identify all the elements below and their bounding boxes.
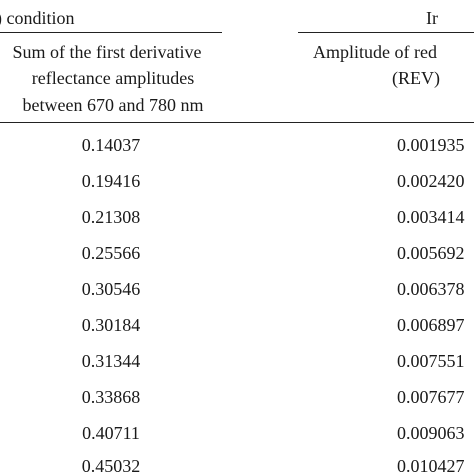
row-9-col1: 0.40711 [82, 423, 140, 443]
row-1-col2: 0.001935 [397, 135, 465, 155]
row-8-col2: 0.007677 [397, 387, 465, 407]
row-9-col2: 0.009063 [397, 423, 465, 443]
col1-header-line-3: between 670 and 780 nm [22, 95, 204, 115]
row-7-col1: 0.31344 [81, 351, 141, 371]
col2-header-line-1: Amplitude of red [313, 42, 437, 62]
row-2-col1: 0.19416 [81, 171, 141, 191]
row-10-col1: 0.45032 [81, 456, 141, 476]
row-6-col2: 0.006897 [397, 315, 465, 335]
group-rule-right [298, 32, 474, 33]
left-group-label: ) condition [0, 8, 75, 28]
row-5-col2: 0.006378 [397, 279, 465, 299]
row-2-col2: 0.002420 [397, 171, 465, 191]
row-4-col1: 0.25566 [81, 243, 141, 263]
row-7-col2: 0.007551 [397, 351, 465, 371]
row-8-col1: 0.33868 [81, 387, 141, 407]
header-bottom-rule [0, 122, 474, 123]
col1-header-line-1: Sum of the first derivative [12, 42, 202, 62]
row-1-col1: 0.14037 [81, 135, 141, 155]
group-rule-left [0, 32, 222, 33]
row-10-col2: 0.010427 [397, 456, 465, 476]
row-3-col2: 0.003414 [397, 207, 465, 227]
row-5-col1: 0.30546 [81, 279, 141, 299]
row-3-col1: 0.21308 [81, 207, 141, 227]
col1-header-line-2: reflectance amplitudes [31, 68, 195, 88]
col2-header-line-2: (REV) [392, 68, 440, 88]
row-4-col2: 0.005692 [397, 243, 465, 263]
row-6-col1: 0.30184 [81, 315, 141, 335]
right-group-label: Ir [426, 8, 438, 28]
